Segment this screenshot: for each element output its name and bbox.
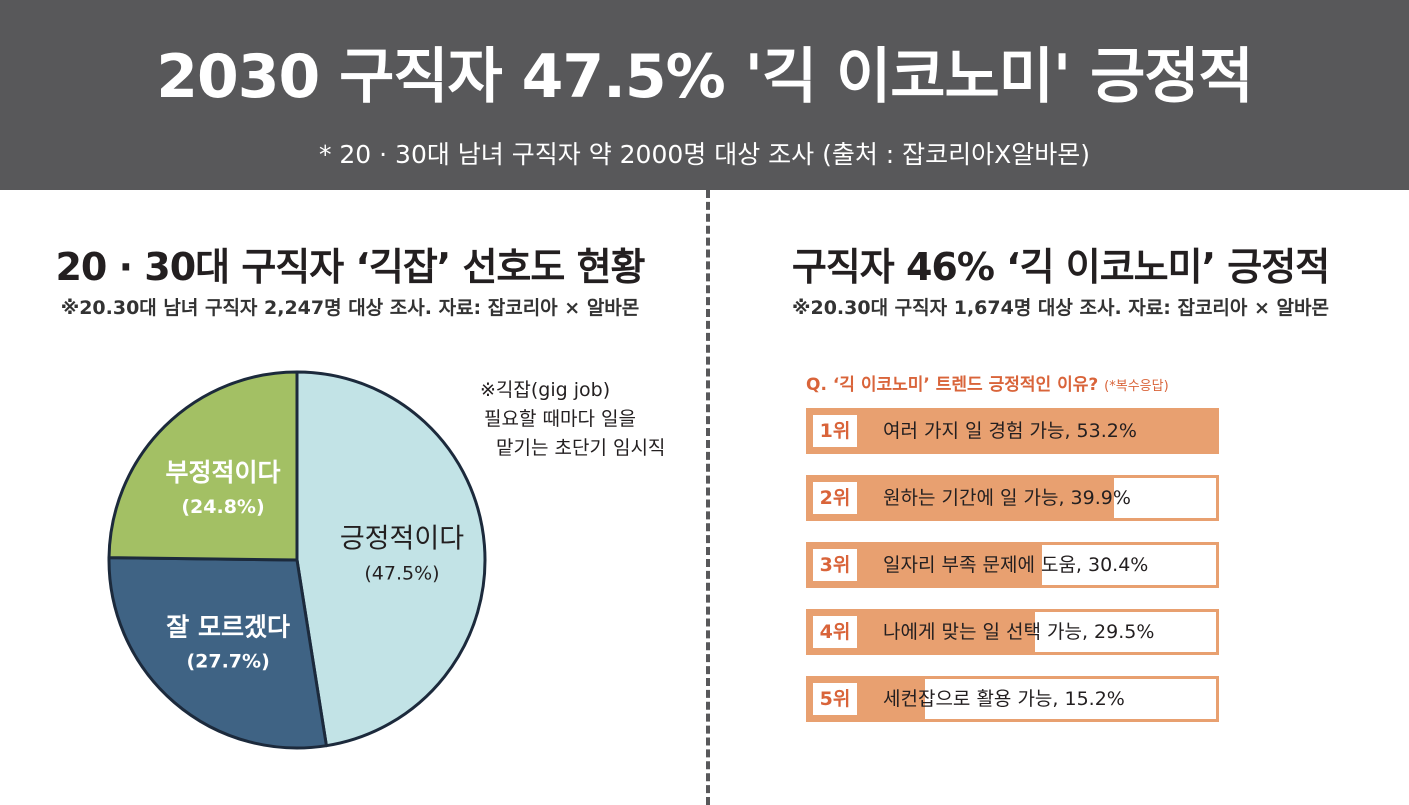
bar-row: 4위 나에게 맞는 일 선택 가능, 29.5%: [806, 609, 1219, 655]
bar-row: 1위 여러 가지 일 경험 가능, 53.2%: [806, 408, 1219, 454]
bar-label: 세컨잡으로 활용 가능, 15.2%: [883, 688, 1125, 710]
right-panel-title: 구직자 46% ‘긱 이코노미’ 긍정적: [791, 245, 1330, 289]
pie-value-positive: (47.5%): [364, 563, 439, 585]
pie-label-negative: 부정적이다: [166, 458, 281, 487]
gig-job-note: ※긱잡(gig job) 필요할 때마다 일을 맡기는 초단기 임시직: [480, 376, 665, 463]
note-line: 맡기는 초단기 임시직: [496, 437, 666, 459]
pie-slice-negative: [107, 370, 299, 562]
note-line: ※긱잡(gig job): [480, 379, 611, 401]
bar-label: 나에게 맞는 일 선택 가능, 29.5%: [883, 621, 1155, 643]
panel-divider: [706, 190, 710, 805]
bar-rank: 4위: [813, 616, 857, 648]
bar-rank: 1위: [813, 415, 857, 447]
bar-fill: [809, 478, 1115, 518]
survey-question: Q. ‘긱 이코노미’ 트렌드 긍정적인 이유? (*복수응답): [806, 370, 1169, 395]
pie-label-positive: 긍정적이다: [340, 524, 464, 555]
bar-row: 3위 일자리 부족 문제에 도움, 30.4%: [806, 542, 1219, 588]
pie-label-unsure: 잘 모르겠다: [166, 613, 290, 642]
header-banner: 2030 구직자 47.5% '긱 이코노미' 긍정적 * 20 · 30대 남…: [0, 0, 1409, 190]
left-panel-subtitle: ※20.30대 남녀 구직자 2,247명 대상 조사. 자료: 잡코리아 × …: [60, 297, 640, 319]
bar-row: 5위 세컨잡으로 활용 가능, 15.2%: [806, 676, 1219, 722]
pie-chart: 긍정적이다 (47.5%) 잘 모르겠다 (27.7%) 부정적이다 (24.8%): [107, 370, 487, 750]
bar-fill: [809, 411, 1216, 451]
main-subtitle: * 20 · 30대 남녀 구직자 약 2000명 대상 조사 (출처 : 잡코…: [318, 140, 1091, 169]
bar-label: 일자리 부족 문제에 도움, 30.4%: [883, 554, 1149, 576]
left-panel-title: 20 · 30대 구직자 ‘긱잡’ 선호도 현황: [55, 245, 645, 289]
bar-label: 원하는 기간에 일 가능, 39.9%: [883, 487, 1131, 509]
bar-rank: 3위: [813, 549, 857, 581]
pie-slice-positive: [295, 370, 487, 748]
bar-rank: 2위: [813, 482, 857, 514]
pie-value-unsure: (27.7%): [186, 651, 269, 673]
bar-label: 여러 가지 일 경험 가능, 53.2%: [883, 420, 1137, 442]
bar-row: 2위 원하는 기간에 일 가능, 39.9%: [806, 475, 1219, 521]
bar-rank: 5위: [813, 683, 857, 715]
main-title: 2030 구직자 47.5% '긱 이코노미' 긍정적: [156, 42, 1254, 112]
right-panel-subtitle: ※20.30대 구직자 1,674명 대상 조사. 자료: 잡코리아 × 알바몬: [792, 297, 1329, 319]
note-line: 필요할 때마다 일을: [484, 408, 636, 430]
pie-value-negative: (24.8%): [181, 496, 264, 518]
pie-slice-unsure: [107, 556, 328, 750]
question-text: Q. ‘긱 이코노미’ 트렌드 긍정적인 이유?: [806, 375, 1099, 395]
question-note: (*복수응답): [1104, 379, 1169, 394]
